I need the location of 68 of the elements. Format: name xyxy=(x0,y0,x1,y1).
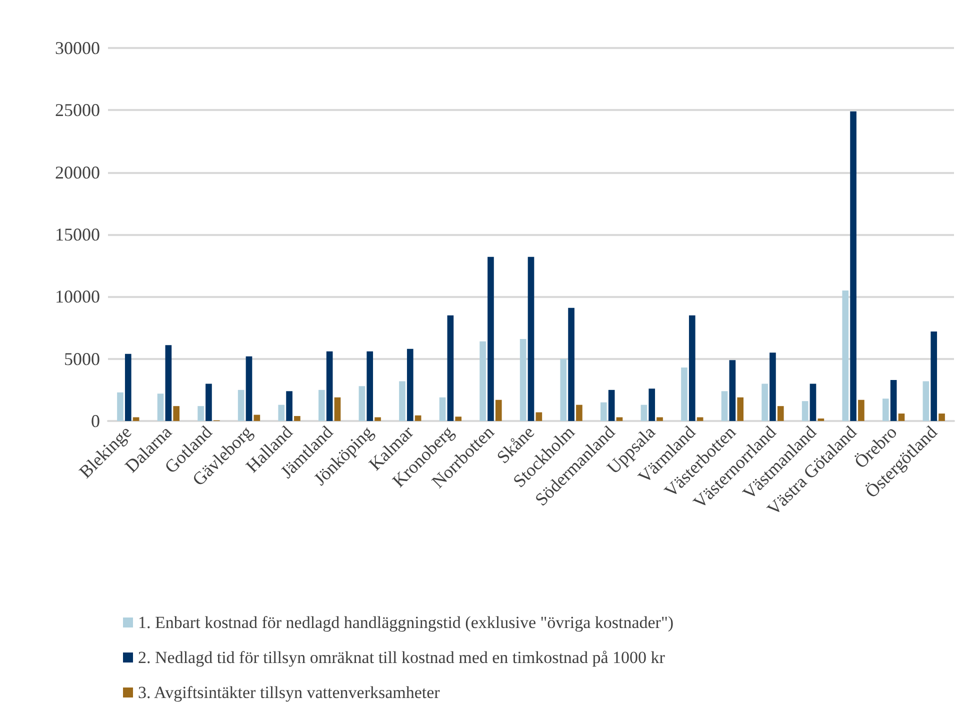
legend-label: 1. Enbart kostnad för nedlagd handläggningstid (exklusive "övriga kostnader") xyxy=(138,613,674,632)
bar xyxy=(366,351,374,421)
bar xyxy=(206,384,212,421)
y-tick-label: 10000 xyxy=(55,286,100,307)
bar xyxy=(278,404,285,421)
bar xyxy=(406,348,414,421)
bar xyxy=(117,392,124,421)
bar xyxy=(640,404,648,421)
bar xyxy=(399,381,406,421)
bar xyxy=(922,381,930,421)
bar xyxy=(294,416,300,421)
bar xyxy=(938,414,945,421)
bar xyxy=(198,406,204,421)
bar xyxy=(688,315,696,421)
bar xyxy=(656,417,663,421)
bar xyxy=(737,397,744,421)
bar xyxy=(495,400,502,421)
y-tick-label: 5000 xyxy=(64,348,100,369)
y-tick-label: 20000 xyxy=(55,162,100,182)
bar xyxy=(414,415,422,421)
bar xyxy=(576,404,582,421)
bar xyxy=(762,384,768,421)
bar xyxy=(286,391,292,421)
bar xyxy=(536,412,542,421)
bar xyxy=(157,394,164,421)
bar xyxy=(898,414,905,421)
bar xyxy=(124,354,132,421)
bar xyxy=(254,414,260,421)
bar xyxy=(842,290,849,421)
bar xyxy=(334,397,341,421)
bar xyxy=(721,391,728,421)
bar xyxy=(528,256,534,421)
bar xyxy=(165,345,172,421)
bar xyxy=(326,351,333,421)
bar xyxy=(520,338,526,421)
bar xyxy=(681,368,688,421)
legend-label: 3. Avgiftsintäkter tillsyn vattenverksamheter xyxy=(138,683,440,702)
bar xyxy=(608,390,615,421)
bar xyxy=(729,360,736,421)
bar xyxy=(600,402,607,421)
y-tick-label: 0 xyxy=(91,411,100,431)
bar xyxy=(238,390,244,421)
bar xyxy=(358,386,366,421)
bar xyxy=(890,380,897,421)
bar xyxy=(439,397,446,421)
bar xyxy=(882,398,889,421)
bar xyxy=(480,341,486,421)
bar xyxy=(560,358,567,421)
y-tick-label: 25000 xyxy=(55,100,100,120)
bar xyxy=(447,315,454,421)
bar xyxy=(455,416,462,421)
y-tick-label: 30000 xyxy=(55,38,100,58)
y-tick-label: 15000 xyxy=(55,224,100,244)
bar xyxy=(850,111,856,421)
legend-label: 2. Nedlagd tid för tillsyn omräknat till kostnad med en timkostnad på 1000 kr xyxy=(138,648,666,667)
bar xyxy=(802,401,808,421)
bar xyxy=(568,308,574,421)
bar xyxy=(858,400,864,421)
bar xyxy=(810,384,816,421)
bar xyxy=(770,352,776,421)
bar xyxy=(930,331,938,421)
bar xyxy=(488,256,494,421)
bar xyxy=(318,390,325,421)
bar xyxy=(374,417,381,421)
bar xyxy=(648,388,656,421)
bar xyxy=(246,356,252,421)
bar xyxy=(777,406,784,421)
bar xyxy=(173,406,180,421)
